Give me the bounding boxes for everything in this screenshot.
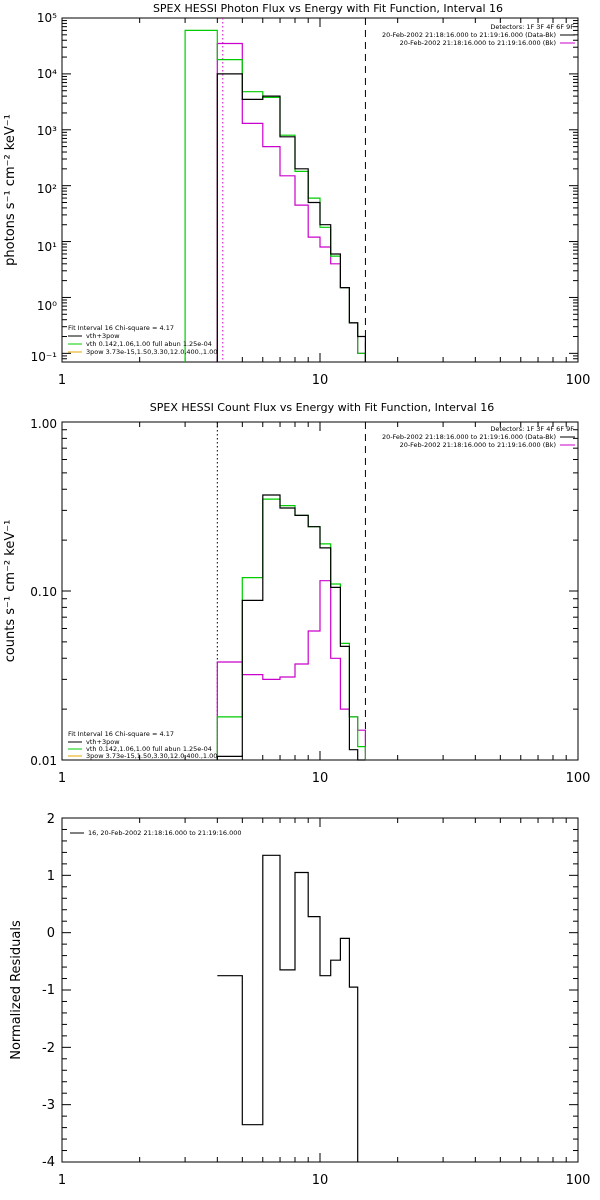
y-tick-labels: 10⁻¹ 10⁰ 10¹ 10² 10³ 10⁴ 10⁵ bbox=[31, 11, 58, 364]
reference-lines bbox=[222, 18, 366, 362]
legend: Fit Interval 16 Chi-square = 4.17 vth+3p… bbox=[68, 730, 217, 760]
x-tick-label: 1 bbox=[58, 1173, 66, 1188]
y-tick-labels: -4 -3 -2 -1 0 1 2 bbox=[42, 812, 55, 1170]
y-axis-label: counts s⁻¹ cm⁻² keV⁻¹ bbox=[3, 520, 18, 663]
axis-ticks bbox=[61, 421, 579, 761]
legend-title: Fit Interval 16 Chi-square = 4.17 bbox=[68, 324, 174, 332]
chart-title: SPEX HESSI Photon Flux vs Energy with Fi… bbox=[153, 2, 503, 15]
legend-entry: 16, 20-Feb-2002 21:18:16.000 to 21:19:16… bbox=[88, 829, 241, 837]
photon-flux-panel: SPEX HESSI Photon Flux vs Energy with Fi… bbox=[3, 2, 590, 388]
legend-entry: vth+3pow bbox=[86, 332, 120, 340]
plot-frame bbox=[61, 817, 579, 1163]
series-line bbox=[184, 29, 366, 362]
series-lines bbox=[184, 29, 366, 362]
x-tick-label: 10 bbox=[312, 1173, 329, 1188]
y-tick-label: -2 bbox=[42, 1041, 55, 1056]
y-axis-label: photons s⁻¹ cm⁻² keV⁻¹ bbox=[3, 114, 18, 266]
y-tick-label: 10⁻¹ bbox=[31, 350, 58, 364]
y-tick-label: -3 bbox=[42, 1098, 55, 1113]
y-tick-label: 1 bbox=[47, 869, 55, 884]
x-tick-label: 10 bbox=[312, 771, 329, 786]
y-tick-label: 0 bbox=[47, 926, 55, 941]
y-tick-label: 0.01 bbox=[30, 754, 57, 768]
series-line bbox=[216, 580, 366, 760]
legend-entry: 3pow 3.73e-15,1.50,3.30,12.0,400.,1.00 bbox=[86, 752, 217, 760]
y-tick-labels: 0.01 0.10 1.00 bbox=[30, 417, 57, 768]
y-tick-label: 10³ bbox=[37, 124, 57, 138]
reference-lines bbox=[216, 422, 366, 760]
x-tick-labels: 1 10 100 bbox=[58, 771, 591, 786]
header-text: Detectors: 1F 3F 4F 6F 9F 20-Feb-2002 21… bbox=[382, 23, 575, 47]
y-tick-label: 10² bbox=[37, 182, 57, 196]
legend-entry: vth 0.142,1.06,1.00 full abun 1.25e-04 bbox=[86, 340, 212, 348]
y-tick-label: -1 bbox=[42, 983, 55, 998]
data-interval-text: 20-Feb-2002 21:18:16.000 to 21:19:16.000… bbox=[382, 433, 556, 441]
chart-title: SPEX HESSI Count Flux vs Energy with Fit… bbox=[150, 401, 494, 414]
x-tick-label: 100 bbox=[566, 1173, 591, 1188]
legend-entry: 3pow 3.73e-15,1.50,3.30,12.0,400.,1.00 bbox=[86, 348, 217, 356]
axis-ticks bbox=[61, 17, 579, 363]
x-tick-label: 100 bbox=[566, 771, 591, 786]
x-tick-label: 1 bbox=[58, 771, 66, 786]
plot-frame bbox=[61, 17, 579, 363]
y-tick-label: 10¹ bbox=[37, 240, 57, 254]
legend: 16, 20-Feb-2002 21:18:16.000 to 21:19:16… bbox=[70, 829, 241, 837]
y-tick-label: 2 bbox=[47, 812, 55, 827]
series-line bbox=[217, 854, 359, 1162]
y-tick-label: -4 bbox=[42, 1155, 55, 1170]
series-line bbox=[216, 42, 366, 362]
legend-entry: vth+3pow bbox=[86, 738, 120, 746]
axis-ticks bbox=[61, 817, 579, 1163]
series-lines bbox=[216, 494, 366, 761]
y-tick-label: 0.10 bbox=[30, 585, 57, 599]
series-line bbox=[216, 494, 366, 761]
detectors-text: Detectors: 1F 3F 4F 6F 9F bbox=[490, 425, 574, 433]
y-axis-label: Normalized Residuals bbox=[9, 920, 24, 1060]
legend-entry: vth 0.142,1.06,1.00 full abun 1.25e-04 bbox=[86, 745, 212, 753]
data-interval-text: 20-Feb-2002 21:18:16.000 to 21:19:16.000… bbox=[382, 31, 556, 39]
header-text: Detectors: 1F 3F 4F 6F 9F 20-Feb-2002 21… bbox=[382, 425, 575, 449]
y-tick-label: 10⁴ bbox=[37, 67, 57, 81]
legend: Fit Interval 16 Chi-square = 4.17 vth+3p… bbox=[68, 324, 217, 356]
legend-title: Fit Interval 16 Chi-square = 4.17 bbox=[68, 730, 174, 738]
x-tick-labels: 1 10 100 bbox=[58, 373, 591, 388]
x-tick-label: 1 bbox=[58, 373, 66, 388]
y-tick-label: 10⁵ bbox=[37, 11, 57, 25]
x-tick-label: 100 bbox=[566, 373, 591, 388]
series-line bbox=[216, 498, 366, 760]
x-tick-label: 10 bbox=[312, 373, 329, 388]
y-tick-label: 1.00 bbox=[30, 417, 57, 431]
series-line bbox=[216, 73, 366, 362]
detectors-text: Detectors: 1F 3F 4F 6F 9F bbox=[490, 23, 574, 31]
background-interval-text: 20-Feb-2002 21:18:16.000 to 21:19:16.000… bbox=[400, 441, 556, 449]
series-lines bbox=[217, 854, 359, 1162]
background-interval-text: 20-Feb-2002 21:18:16.000 to 21:19:16.000… bbox=[400, 39, 556, 47]
residuals-panel: 1 10 100 -4 -3 -2 -1 0 1 2 Normalized Re… bbox=[9, 812, 590, 1188]
count-flux-panel: SPEX HESSI Count Flux vs Energy with Fit… bbox=[3, 401, 590, 786]
x-tick-labels: 1 10 100 bbox=[58, 1173, 591, 1188]
y-tick-label: 10⁰ bbox=[37, 299, 57, 313]
